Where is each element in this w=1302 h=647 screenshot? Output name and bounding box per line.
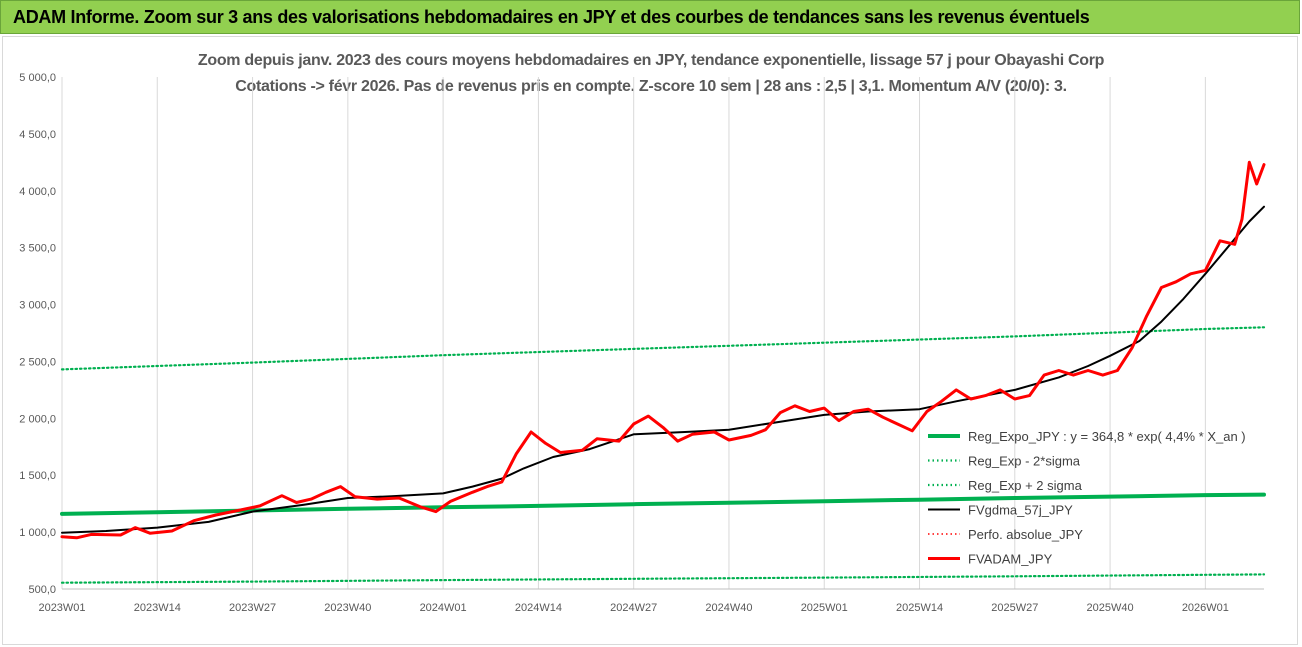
report-banner: ADAM Informe. Zoom sur 3 ans des valoris… — [0, 0, 1300, 34]
x-tick-label: 2026W01 — [1182, 602, 1229, 614]
y-tick-label: 3 500,0 — [19, 243, 56, 255]
y-tick-label: 3 000,0 — [19, 300, 56, 312]
legend-label: Reg_Exp - 2*sigma — [968, 454, 1081, 469]
y-tick-label: 4 500,0 — [19, 129, 56, 141]
legend-label: FVgdma_57j_JPY — [968, 503, 1073, 518]
series-fvadam — [60, 160, 1266, 540]
legend-label: Reg_Expo_JPY : y = 364,8 * exp( 4,4% * X… — [968, 429, 1246, 444]
x-tick-label: 2024W01 — [420, 602, 467, 614]
y-tick-label: 5 000,0 — [19, 72, 56, 84]
x-tick-label: 2025W01 — [801, 602, 848, 614]
x-tick-label: 2023W40 — [324, 602, 371, 614]
legend-label: FVADAM_JPY — [968, 552, 1053, 567]
x-tick-label: 2023W14 — [134, 602, 181, 614]
x-tick-label: 2024W40 — [705, 602, 752, 614]
y-tick-label: 4 000,0 — [19, 186, 56, 198]
legend-label: Perfo. absolue_JPY — [968, 527, 1083, 542]
series-fvgdma — [61, 205, 1265, 534]
y-tick-label: 1 500,0 — [19, 470, 56, 482]
y-tick-label: 2 500,0 — [19, 356, 56, 368]
x-tick-label: 2025W14 — [896, 602, 943, 614]
series-reg-plus-2sigma — [60, 326, 1266, 371]
x-tick-label: 2023W01 — [38, 602, 85, 614]
x-tick-label: 2024W27 — [610, 602, 657, 614]
chart-panel — [2, 36, 1298, 645]
x-tick-label: 2025W27 — [991, 602, 1038, 614]
legend-label: Reg_Exp + 2 sigma — [968, 478, 1083, 493]
series-reg-minus-2sigma — [60, 573, 1266, 584]
y-tick-label: 500,0 — [28, 584, 56, 596]
x-tick-label: 2023W27 — [229, 602, 276, 614]
chart-title-line-1: Zoom depuis janv. 2023 des cours moyens … — [197, 52, 1105, 69]
y-tick-label: 2 000,0 — [19, 413, 56, 425]
x-tick-label: 2025W40 — [1087, 602, 1134, 614]
x-tick-label: 2024W14 — [515, 602, 562, 614]
y-tick-label: 1 000,0 — [19, 527, 56, 539]
